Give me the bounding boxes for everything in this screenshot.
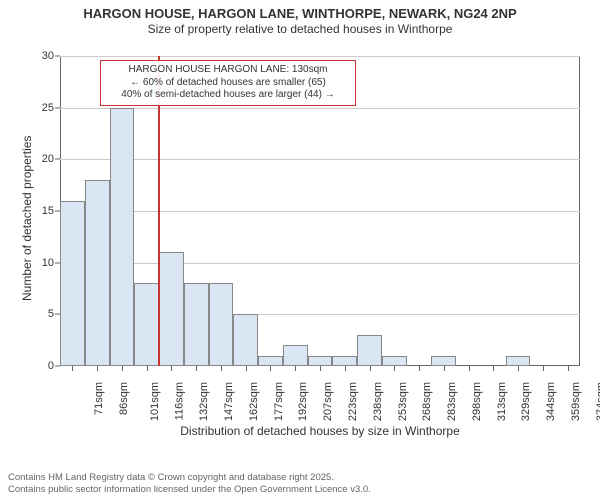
histogram-bar	[233, 314, 258, 366]
x-tick	[171, 366, 172, 371]
histogram-bar	[332, 356, 357, 366]
histogram-bar	[85, 180, 110, 366]
x-tick	[394, 366, 395, 371]
y-tick-label: 30	[24, 50, 54, 62]
x-tick-label: 147sqm	[223, 382, 235, 421]
y-tick-label: 10	[24, 257, 54, 269]
histogram-bar	[431, 356, 456, 366]
y-tick	[55, 56, 60, 57]
x-tick-label: 329sqm	[520, 382, 532, 421]
x-tick	[419, 366, 420, 371]
x-tick	[221, 366, 222, 371]
histogram-bar	[184, 283, 209, 366]
x-tick	[295, 366, 296, 371]
chart-title-sub: Size of property relative to detached ho…	[0, 22, 600, 37]
annotation-line: ← 60% of detached houses are smaller (65…	[107, 77, 349, 90]
x-tick-label: 116sqm	[173, 382, 185, 420]
x-tick	[196, 366, 197, 371]
y-tick-label: 0	[24, 360, 54, 372]
histogram-bar	[382, 356, 407, 366]
histogram-bar	[506, 356, 531, 366]
y-tick-label: 20	[24, 153, 54, 165]
x-tick	[568, 366, 569, 371]
histogram-bar	[159, 252, 184, 366]
x-tick	[147, 366, 148, 371]
annotation-box: HARGON HOUSE HARGON LANE: 130sqm← 60% of…	[100, 60, 356, 106]
x-tick	[345, 366, 346, 371]
x-tick-label: 207sqm	[322, 382, 334, 421]
x-tick	[444, 366, 445, 371]
y-tick-label: 25	[24, 102, 54, 114]
gridline	[60, 56, 580, 57]
histogram-bar	[308, 356, 333, 366]
x-tick-label: 374sqm	[595, 382, 600, 421]
x-tick	[246, 366, 247, 371]
x-tick	[97, 366, 98, 371]
y-tick-label: 15	[24, 205, 54, 217]
x-tick-label: 223sqm	[347, 382, 359, 421]
footer-attribution: Contains HM Land Registry data © Crown c…	[8, 472, 371, 496]
gridline	[60, 263, 580, 264]
histogram-bar	[60, 201, 85, 366]
x-axis-title: Distribution of detached houses by size …	[60, 424, 580, 438]
x-tick-label: 344sqm	[545, 382, 557, 421]
annotation-line: HARGON HOUSE HARGON LANE: 130sqm	[107, 64, 349, 77]
histogram-bar	[258, 356, 283, 366]
x-tick	[370, 366, 371, 371]
x-tick-label: 238sqm	[372, 382, 384, 421]
x-tick-label: 101sqm	[149, 382, 161, 421]
histogram-bar	[110, 108, 135, 366]
x-tick-label: 132sqm	[199, 382, 211, 421]
histogram-bar	[134, 283, 159, 366]
x-tick-label: 71sqm	[93, 382, 105, 415]
chart-title-block: HARGON HOUSE, HARGON LANE, WINTHORPE, NE…	[0, 0, 600, 37]
gridline	[60, 159, 580, 160]
annotation-line: 40% of semi-detached houses are larger (…	[107, 89, 349, 102]
gridline	[60, 211, 580, 212]
x-tick-label: 177sqm	[273, 382, 285, 421]
x-tick	[518, 366, 519, 371]
histogram-bar	[283, 345, 308, 366]
histogram-bar	[209, 283, 234, 366]
x-tick	[543, 366, 544, 371]
x-tick-label: 313sqm	[496, 382, 508, 421]
x-tick	[72, 366, 73, 371]
x-tick	[493, 366, 494, 371]
x-tick	[320, 366, 321, 371]
x-tick	[122, 366, 123, 371]
x-tick	[270, 366, 271, 371]
x-tick-label: 359sqm	[570, 382, 582, 421]
x-tick-label: 162sqm	[248, 382, 260, 421]
chart-area: Number of detached properties Distributi…	[0, 40, 600, 440]
chart-title-main: HARGON HOUSE, HARGON LANE, WINTHORPE, NE…	[0, 6, 600, 22]
y-tick-label: 5	[24, 308, 54, 320]
x-tick	[469, 366, 470, 371]
x-tick-label: 268sqm	[421, 382, 433, 421]
y-tick	[55, 107, 60, 108]
footer-line-2: Contains public sector information licen…	[8, 484, 371, 496]
x-tick-label: 283sqm	[446, 382, 458, 421]
x-tick-label: 253sqm	[397, 382, 409, 421]
x-tick-label: 86sqm	[118, 382, 130, 415]
y-tick	[55, 159, 60, 160]
histogram-bar	[357, 335, 382, 366]
gridline	[60, 108, 580, 109]
x-tick-label: 192sqm	[298, 382, 310, 421]
x-tick-label: 298sqm	[471, 382, 483, 421]
footer-line-1: Contains HM Land Registry data © Crown c…	[8, 472, 371, 484]
